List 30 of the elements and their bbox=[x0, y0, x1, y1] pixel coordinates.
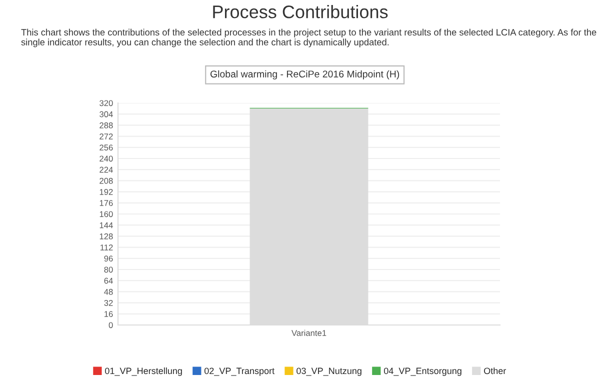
y-tick-label: 192 bbox=[100, 189, 113, 195]
y-tick-label: 112 bbox=[100, 244, 113, 250]
chart-subtitle: This chart shows the contributions of the selected processes in the project setup to the variant results of the selected LCIA category. As for the single indicator results, you can change the selection and the chart is dynamically updated. bbox=[21, 28, 596, 48]
y-tick-label: 304 bbox=[100, 111, 113, 118]
y-tick-label: 272 bbox=[100, 134, 113, 140]
y-tick-label: 208 bbox=[100, 178, 113, 184]
x-tick-label: Variante1 bbox=[292, 330, 326, 336]
legend-label: 01_VP_Herstellung bbox=[105, 367, 182, 376]
y-tick-label: 320 bbox=[100, 100, 113, 106]
y-tick-label: 144 bbox=[100, 222, 113, 228]
y-tick-label: 128 bbox=[100, 233, 113, 240]
legend-label: Other bbox=[484, 367, 506, 374]
legend-label: 04_VP_Entsorgung bbox=[384, 368, 462, 376]
text: Global warming - ReCiPe 2016 Midpoint (H) bbox=[210, 70, 400, 80]
y-tick-label: 224 bbox=[100, 166, 113, 173]
y-tick-label: 48 bbox=[104, 288, 113, 295]
legend-label: 03_VP_Nutzung bbox=[296, 368, 362, 376]
y-tick-label: 288 bbox=[100, 122, 113, 128]
y-tick-label: 240 bbox=[100, 156, 113, 162]
y-tick-label: 256 bbox=[100, 144, 113, 150]
y-tick-label: 32 bbox=[104, 300, 113, 306]
y-tick-label: 0 bbox=[108, 322, 113, 328]
chart-title: Process Contributions bbox=[213, 5, 388, 18]
y-tick-label: 96 bbox=[104, 256, 113, 262]
y-tick-label: 80 bbox=[104, 266, 113, 273]
legend-label: 02_VP_Transport bbox=[204, 368, 274, 376]
y-tick-label: 176 bbox=[100, 200, 113, 206]
y-tick-label: 160 bbox=[100, 211, 113, 218]
y-tick-label: 64 bbox=[104, 278, 113, 284]
y-tick-label: 16 bbox=[104, 311, 113, 317]
